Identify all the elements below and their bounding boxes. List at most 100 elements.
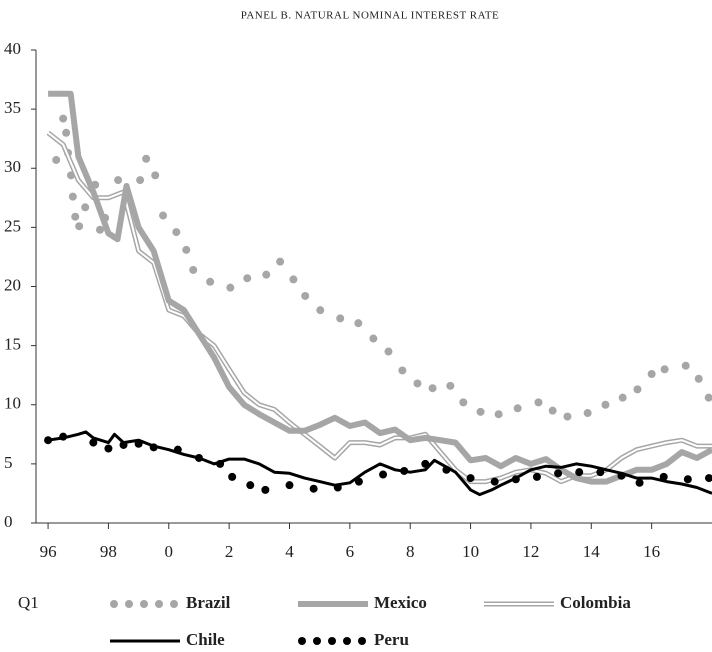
- chart-title: PANEL B. NATURAL NOMINAL INTEREST RATE: [241, 10, 500, 22]
- x-tick-label: 4: [285, 542, 294, 561]
- line: [46, 130, 712, 485]
- dot: [428, 384, 437, 393]
- dot: [59, 114, 68, 123]
- legend-swatch: [170, 600, 178, 608]
- dot: [142, 154, 151, 163]
- dot: [206, 277, 215, 286]
- y-tick-label: 35: [4, 98, 21, 117]
- legend-swatch: [110, 600, 118, 608]
- y-tick-label: 40: [4, 39, 21, 58]
- y-tick-label: 20: [4, 275, 21, 294]
- dot: [276, 257, 285, 266]
- dot: [494, 410, 503, 419]
- dot: [151, 171, 160, 180]
- x-tick-label: 6: [346, 542, 355, 561]
- x-tick-label: 0: [165, 542, 174, 561]
- y-tick-label: 30: [4, 157, 21, 176]
- dot: [633, 385, 642, 394]
- dot: [647, 370, 656, 379]
- dot: [379, 470, 388, 479]
- dot: [583, 409, 592, 418]
- legend-swatch: [298, 637, 306, 645]
- dot: [289, 275, 298, 284]
- y-tick-label: 10: [4, 394, 21, 413]
- dot: [62, 128, 71, 137]
- dot: [243, 274, 252, 283]
- dot: [554, 469, 563, 478]
- y-tick-label: 15: [4, 335, 21, 354]
- dot: [89, 438, 98, 447]
- dot: [466, 474, 475, 483]
- dot: [159, 211, 168, 220]
- dot: [95, 225, 104, 234]
- dot: [660, 365, 669, 374]
- dot: [261, 485, 270, 494]
- dot: [189, 265, 198, 274]
- legend-swatch: [358, 637, 366, 645]
- dot: [52, 155, 61, 164]
- dot: [548, 406, 557, 415]
- dot: [532, 472, 541, 481]
- legend-label: Peru: [374, 630, 409, 649]
- dot: [182, 245, 191, 254]
- dot: [68, 192, 77, 201]
- dot: [246, 481, 255, 490]
- legend-swatch: [155, 600, 163, 608]
- dot: [81, 203, 90, 212]
- dot: [309, 484, 318, 493]
- dot: [316, 306, 325, 315]
- x-tick-label: 96: [40, 542, 57, 561]
- dot: [704, 474, 712, 483]
- dot: [114, 176, 123, 185]
- dot: [490, 477, 499, 486]
- dot: [476, 407, 485, 416]
- dot: [301, 291, 310, 300]
- x-note: Q1: [18, 593, 39, 612]
- dot: [563, 412, 572, 421]
- legend-swatch: [313, 637, 321, 645]
- line: [48, 90, 712, 485]
- dot: [513, 404, 522, 413]
- legend-swatch: [343, 637, 351, 645]
- y-tick-label: 25: [4, 216, 21, 235]
- x-tick-label: 98: [100, 542, 117, 561]
- x-tick-label: 14: [583, 542, 601, 561]
- dot: [228, 472, 237, 481]
- line-inner: [47, 132, 712, 483]
- x-tick-label: 16: [643, 542, 660, 561]
- dot: [71, 212, 80, 221]
- dot: [659, 472, 668, 481]
- dot: [683, 475, 692, 484]
- dot: [618, 393, 627, 402]
- legend-label: Chile: [186, 630, 225, 649]
- y-tick-label: 5: [4, 453, 13, 472]
- dot: [575, 468, 584, 477]
- dot: [226, 283, 235, 292]
- legend-swatch: [140, 600, 148, 608]
- dot: [44, 436, 53, 445]
- dot: [694, 374, 703, 383]
- legend-swatch: [328, 637, 336, 645]
- dot: [354, 319, 363, 328]
- dot: [635, 478, 644, 487]
- dot: [384, 347, 393, 356]
- x-tick-label: 10: [462, 542, 479, 561]
- dot: [262, 270, 271, 279]
- dot: [172, 228, 181, 237]
- dot: [336, 314, 345, 323]
- dot: [136, 176, 145, 185]
- x-tick-label: 2: [225, 542, 234, 561]
- dot: [534, 398, 543, 407]
- dot: [459, 398, 468, 407]
- dot: [285, 481, 294, 490]
- legend-label: Brazil: [186, 593, 231, 612]
- dot: [413, 379, 422, 388]
- y-tick-label: 0: [4, 512, 13, 531]
- dot: [369, 334, 378, 343]
- dot: [704, 393, 712, 402]
- dot: [75, 222, 84, 231]
- dot: [398, 366, 407, 375]
- x-tick-label: 8: [406, 542, 415, 561]
